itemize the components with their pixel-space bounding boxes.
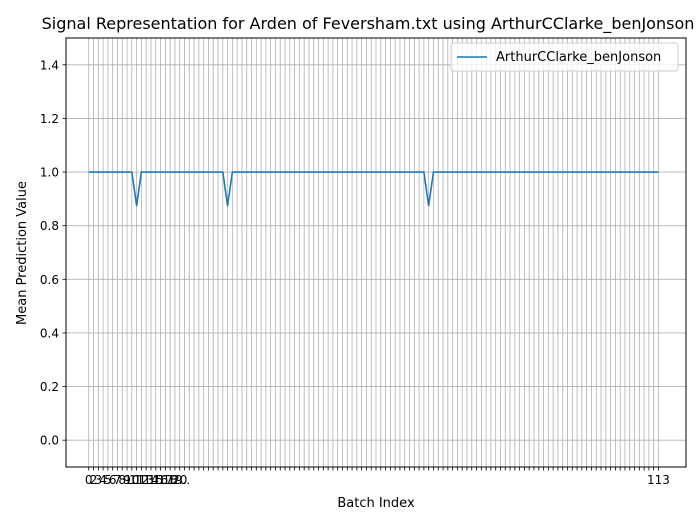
x-tick-label: 2 bbox=[90, 473, 98, 487]
x-gridlines bbox=[88, 38, 659, 467]
chart-title: Signal Representation for Arden of Fever… bbox=[42, 14, 695, 34]
series-layer bbox=[88, 171, 659, 207]
x-tick-label: 3 bbox=[94, 473, 102, 487]
x-tick-label: 7 bbox=[114, 473, 122, 487]
series-line bbox=[88, 171, 659, 207]
x-tick-label: 20 bbox=[172, 473, 187, 487]
x-tick-label: 0 bbox=[85, 473, 93, 487]
y-tick-label: 0.2 bbox=[40, 380, 59, 394]
legend: ArthurCClarke_benJonson bbox=[450, 42, 679, 72]
y-tick-label: 1.4 bbox=[40, 58, 59, 72]
x-axis-label: Batch Index bbox=[337, 496, 415, 511]
x-tick-label: 9 bbox=[123, 473, 131, 487]
y-axis-ticks: 0.0 0.2 0.4 0.6 0.8 1.0 1.2 1.4 bbox=[40, 58, 66, 448]
legend-box bbox=[450, 42, 679, 72]
x-tick-label: 5 bbox=[104, 473, 112, 487]
x-tick-label: 113 bbox=[647, 473, 670, 487]
x-tick-label: 19 bbox=[167, 473, 182, 487]
y-tick-label: 0.8 bbox=[40, 219, 59, 233]
x-tick-label: 16 bbox=[153, 473, 168, 487]
x-tick-label: 4 bbox=[99, 473, 107, 487]
y-tick-label: 1.0 bbox=[40, 166, 59, 180]
x-tick-label: 12 bbox=[134, 473, 149, 487]
x-tick-label: 14 bbox=[143, 473, 158, 487]
y-tick-label: 1.2 bbox=[40, 112, 59, 126]
x-tick-label: 17 bbox=[158, 473, 173, 487]
x-tick-label: 6 bbox=[109, 473, 117, 487]
x-tick-label: 13 bbox=[139, 473, 154, 487]
y-tick-label: 0.0 bbox=[40, 434, 59, 448]
x-tick-label: 18 bbox=[162, 473, 177, 487]
x-tick-label: 11 bbox=[129, 473, 144, 487]
x-tick-label: 8 bbox=[118, 473, 126, 487]
legend-entry-label: ArthurCClarke_benJonson bbox=[496, 50, 661, 65]
x-tick-label: 15 bbox=[148, 473, 163, 487]
y-tick-label: 0.4 bbox=[40, 326, 59, 340]
y-tick-label: 0.6 bbox=[40, 273, 59, 287]
y-axis-label: Mean Prediction Value bbox=[15, 181, 30, 325]
x-tick-label: ... bbox=[179, 473, 190, 487]
x-tick-label: 10 bbox=[124, 473, 139, 487]
